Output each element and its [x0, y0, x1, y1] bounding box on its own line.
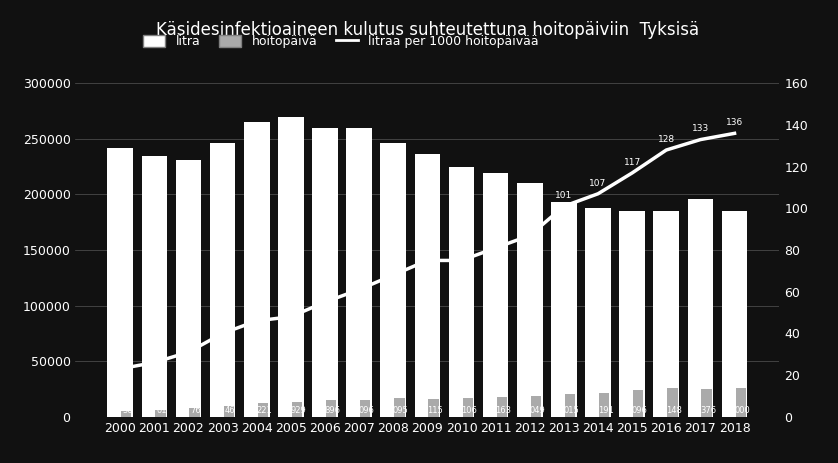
- Bar: [415, 155, 440, 417]
- Text: 48: 48: [285, 301, 297, 311]
- Title: Käsidesinfektioaineen kulutus suhteutettuna hoitopäiviin  Tyksisä: Käsidesinfektioaineen kulutus suhteutett…: [156, 21, 699, 39]
- Text: 46: 46: [225, 406, 235, 415]
- Legend: litra, hoitopäivä, litraa per 1000 hoitopäivää: litra, hoitopäivä, litraa per 1000 hoito…: [138, 30, 544, 53]
- Text: 163: 163: [495, 406, 511, 415]
- Bar: [463, 398, 473, 417]
- Bar: [722, 211, 747, 417]
- Bar: [565, 394, 575, 417]
- Bar: [107, 148, 133, 417]
- Bar: [551, 202, 577, 417]
- Text: 896: 896: [324, 406, 340, 415]
- Text: 117: 117: [623, 158, 641, 167]
- Text: 76: 76: [190, 406, 201, 415]
- Bar: [346, 128, 372, 417]
- Text: 26: 26: [727, 377, 738, 386]
- Bar: [701, 388, 711, 417]
- Text: 23: 23: [115, 354, 126, 363]
- Text: 929: 929: [291, 406, 306, 415]
- Text: 99: 99: [215, 395, 226, 404]
- Text: 81: 81: [490, 233, 501, 242]
- Text: 15: 15: [352, 389, 363, 398]
- Text: 221: 221: [256, 406, 272, 415]
- Bar: [736, 388, 746, 417]
- Text: 16: 16: [421, 388, 431, 397]
- Bar: [497, 396, 507, 417]
- Text: 87: 87: [524, 220, 535, 229]
- Bar: [258, 403, 268, 417]
- Text: 20: 20: [557, 384, 567, 393]
- Text: 128: 128: [658, 135, 675, 144]
- Text: 21: 21: [591, 382, 602, 392]
- Text: 148: 148: [666, 406, 682, 415]
- Text: 01: 01: [157, 406, 167, 415]
- Bar: [448, 167, 474, 417]
- Text: 049: 049: [530, 406, 546, 415]
- Text: 55: 55: [319, 287, 331, 296]
- Text: 101: 101: [556, 191, 572, 200]
- Text: 095: 095: [393, 406, 409, 415]
- Bar: [326, 400, 336, 417]
- Text: 40: 40: [217, 318, 228, 327]
- Text: 376: 376: [700, 406, 716, 415]
- Text: 136: 136: [726, 118, 743, 127]
- Bar: [654, 211, 679, 417]
- Text: 096: 096: [359, 406, 375, 415]
- Text: 12: 12: [250, 393, 261, 401]
- Text: 000: 000: [734, 406, 750, 415]
- Bar: [189, 408, 199, 417]
- Bar: [210, 144, 235, 417]
- Text: 61: 61: [354, 275, 365, 283]
- Bar: [585, 208, 611, 417]
- Bar: [292, 402, 303, 417]
- Text: 75: 75: [422, 245, 433, 254]
- Text: 26: 26: [660, 377, 670, 386]
- Bar: [244, 122, 270, 417]
- Text: 115: 115: [427, 406, 442, 415]
- Bar: [688, 199, 713, 417]
- Text: 26: 26: [148, 347, 160, 357]
- Bar: [619, 211, 645, 417]
- Text: 77: 77: [181, 397, 192, 407]
- Bar: [224, 406, 234, 417]
- Text: 19: 19: [523, 385, 533, 394]
- Bar: [667, 388, 678, 417]
- Bar: [142, 156, 167, 417]
- Text: 107: 107: [589, 179, 607, 188]
- Text: 096: 096: [632, 406, 648, 415]
- Text: 75: 75: [456, 245, 468, 254]
- Bar: [530, 395, 541, 417]
- Bar: [278, 117, 303, 417]
- Text: 50: 50: [122, 406, 133, 415]
- Bar: [380, 144, 406, 417]
- Bar: [176, 160, 201, 417]
- Bar: [394, 398, 405, 417]
- Text: 18: 18: [489, 386, 499, 395]
- Text: 31: 31: [183, 337, 194, 346]
- Text: 106: 106: [461, 406, 477, 415]
- Bar: [517, 183, 542, 417]
- Text: 191: 191: [597, 406, 613, 415]
- Text: 015: 015: [563, 406, 579, 415]
- Text: 17: 17: [386, 387, 397, 396]
- Text: 25: 25: [694, 378, 704, 387]
- Text: 24: 24: [625, 379, 636, 388]
- Bar: [428, 399, 438, 417]
- Bar: [313, 128, 338, 417]
- Text: 14: 14: [318, 389, 328, 399]
- Bar: [122, 411, 132, 417]
- Text: 46: 46: [251, 306, 262, 315]
- Text: 12: 12: [284, 392, 294, 400]
- Text: 133: 133: [692, 125, 709, 133]
- Text: 61: 61: [147, 399, 158, 408]
- Bar: [155, 410, 166, 417]
- Bar: [483, 173, 509, 417]
- Text: 68: 68: [387, 260, 399, 269]
- Bar: [599, 393, 609, 417]
- Text: 17: 17: [454, 387, 465, 396]
- Text: 55: 55: [113, 400, 124, 409]
- Bar: [360, 400, 370, 417]
- Bar: [634, 390, 644, 417]
